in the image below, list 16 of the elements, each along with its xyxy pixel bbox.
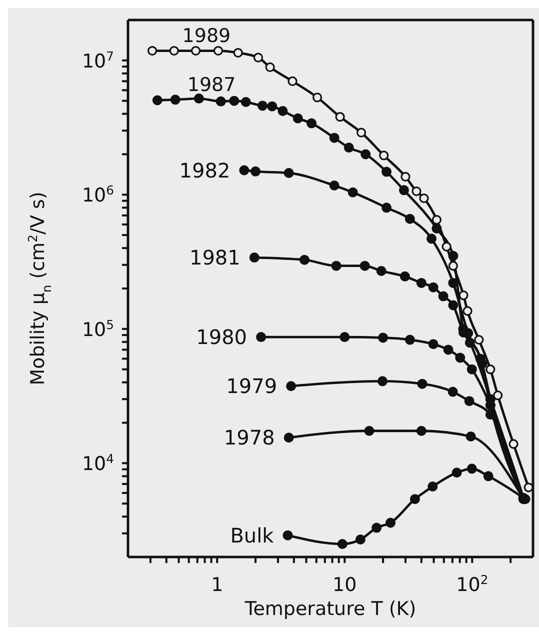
x-axis-title: Temperature T (K) <box>244 598 416 620</box>
series-label: 1981 <box>189 246 240 270</box>
y-tick-label: 10$^{7}$ <box>82 49 114 72</box>
series-label: 1982 <box>179 158 230 182</box>
series-label: 1987 <box>187 74 236 96</box>
y-tick-label: 10$^{5}$ <box>82 318 114 341</box>
series-label: Bulk <box>230 523 274 548</box>
series-label: 1978 <box>224 426 275 450</box>
series-label: 1980 <box>196 325 248 350</box>
y-tick-label: 10$^{4}$ <box>82 452 114 476</box>
series-label: 1989 <box>182 24 231 47</box>
x-tick-label: 10$^{2}$ <box>456 573 488 596</box>
x-tick-label: 1 <box>211 574 224 596</box>
series-label: 1979 <box>226 374 278 398</box>
x-tick-label: 10 <box>332 574 357 596</box>
y-tick-label: 10$^{6}$ <box>82 184 114 207</box>
